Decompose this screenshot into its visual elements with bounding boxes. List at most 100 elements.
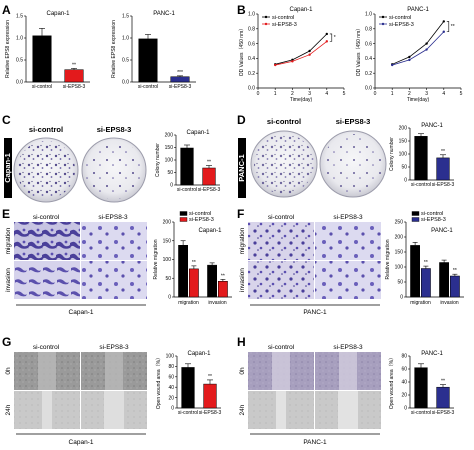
B2-legend-marker [381,15,385,19]
B2-series-line-0 [392,21,445,65]
F-y-axis-label: Relative migration [385,239,391,279]
G-y-tick-label: 0 [171,406,174,412]
E-y-tick-label: 50 [165,276,171,282]
panel-e-cell-line: Capan-1 [69,309,94,316]
H-chart-title: PANC-1 [421,351,443,357]
A1-y-tick-label: 0.0 [16,80,23,86]
A2-significance-marker: *** [177,70,183,76]
H-y-tick-label: 20 [401,393,407,399]
panel-g-0h-eps8-gap [105,352,123,390]
F-bar-invasion-1 [450,275,460,298]
B1-x-tick-label: 3 [308,91,311,97]
panel-e-invasion-eps8 [81,261,147,299]
H-y-axis-label: Open wound area（%） [389,355,395,409]
panel-c-cell-line-label: Capan-1 [3,153,12,183]
F-legend-swatch [411,217,420,222]
B1-y-tick-label: 0.0 [248,86,255,92]
chart-a-capan1-expression: 0.0 0.5 1.0 1.5 Relative EPS8 expression Capa… [5,11,90,90]
B1-significance-marker: * [334,35,336,41]
B1-y-tick-label: 0.8 [248,27,255,33]
F-y-tick-label: 0 [400,295,403,301]
C-category-label: si-EPS8-3 [198,187,221,193]
A2-category-label: si-EPS8-3 [169,84,192,90]
E-bar-invasion-0 [207,264,218,298]
B1-y-axis-label: OD Values（450 nm） [239,26,245,76]
B1-x-tick-label: 2 [291,91,294,97]
F-legend-label: si-EPS8-3 [421,217,446,223]
panel-e-row-invasion: invasion [5,268,12,292]
B2-y-tick-label: 1.0 [365,12,372,18]
B2-x-tick-label: 3 [425,91,428,97]
B2-y-tick-label: 0.4 [365,56,372,62]
B1-series-point [291,60,294,63]
C-y-tick-label: 50 [167,170,173,176]
B1-series-point [308,53,311,56]
A2-bar-si-control [138,38,158,83]
B1-x-tick-label: 4 [325,91,328,97]
D-y-axis-label: Colony number [389,137,395,171]
panel-d-condition-1: si-control [267,117,301,126]
B1-x-axis-label: Time(day) [290,97,313,103]
panel-g-row-0h: 0h [5,367,12,375]
B1-x-tick-label: 5 [343,91,346,97]
G-bar-si-control [181,367,195,409]
A1-chart-title: Capan-1 [46,11,70,17]
panel-label-h: H [237,335,246,349]
B1-series-line-0 [275,33,328,65]
chart-b-capan1-od: 0 1 2 3 4 5 0.0 0.2 0.4 0.6 0.8 1.0 Time(day) OD Valu… [239,7,346,103]
B2-x-axis-label: Time(day) [407,97,430,103]
chart-c-colony-number: 0 50 100 150 200 Colony number Capan-1 si-contr… [155,130,220,193]
E-y-axis-label: Relative migration [153,239,159,279]
panel-h-row-0h: 0h [239,367,246,375]
panel-c-condition-1: si-control [29,125,63,134]
B2-x-tick-label: 0 [374,91,377,97]
panel-f-row-invasion: invasion [239,268,246,292]
G-y-tick-label: 100 [166,354,175,360]
panel-e-condition-1: si-control [33,214,60,221]
B2-series-point [425,48,428,51]
G-category-label: si-EPS8-3 [199,410,222,416]
E-bar-invasion-1 [218,281,228,298]
B2-series-point [442,30,445,33]
B2-x-tick-label: 2 [408,91,411,97]
B2-y-tick-label: 0.8 [365,27,372,33]
E-category-label: migration [178,300,199,306]
B1-chart-title: Capan-1 [289,7,313,13]
B2-x-tick-label: 1 [391,91,394,97]
panel-e-invasion-control [14,261,80,299]
C-category-label: si-control [177,187,197,193]
panel-d-colonies-control [254,134,314,194]
panel-d-images: PANC-1 si-control si-EPS8-3 [237,117,387,198]
chart-d-colony-number: 0 50 100 150 200 Colony number PANC-1 si-contro… [389,123,454,188]
panel-f-invasion-eps8 [315,261,381,299]
panel-e-condition-2: si-EPS8-3 [98,214,128,221]
D-y-tick-label: 100 [399,152,408,158]
E-legend-swatch [179,217,188,222]
B1-y-tick-label: 0.6 [248,41,255,47]
panel-label-g: G [2,335,11,349]
panel-label-f: F [237,207,244,221]
D-significance-marker: ** [441,149,445,155]
B2-series-line-1 [392,31,445,66]
panel-c-side-bar [4,138,12,198]
C-y-axis-label: Colony number [155,143,161,177]
panel-g-cell-line: Capan-1 [69,439,94,446]
panel-label-b: B [237,3,246,17]
chart-a-panc1-expression: 0.0 0.5 1.0 1.5 Relative EPS8 expression PANC… [111,11,196,90]
F-chart-title: PANC-1 [431,228,453,234]
panel-g-images: si-control si-EPS8-3 0h 24h Capan-1 [5,344,147,446]
B1-legend-marker [264,15,268,19]
B1-significance-bracket [329,33,333,42]
B2-legend-label: si-control [389,15,411,21]
B2-chart-title: PANC-1 [407,7,429,13]
A1-category-label: si-EPS8-3 [63,84,86,90]
B1-series-point [325,40,328,43]
H-y-tick-label: 0 [404,406,407,412]
B1-series-point [325,32,328,36]
F-category-label: invasion [440,300,459,306]
E-y-tick-label: 0 [168,295,171,301]
panel-g-24h-eps8-gap [104,391,124,429]
B2-legend-marker [381,22,385,26]
A2-y-tick-label: 0.0 [122,80,129,86]
B2-series-point [408,58,411,62]
